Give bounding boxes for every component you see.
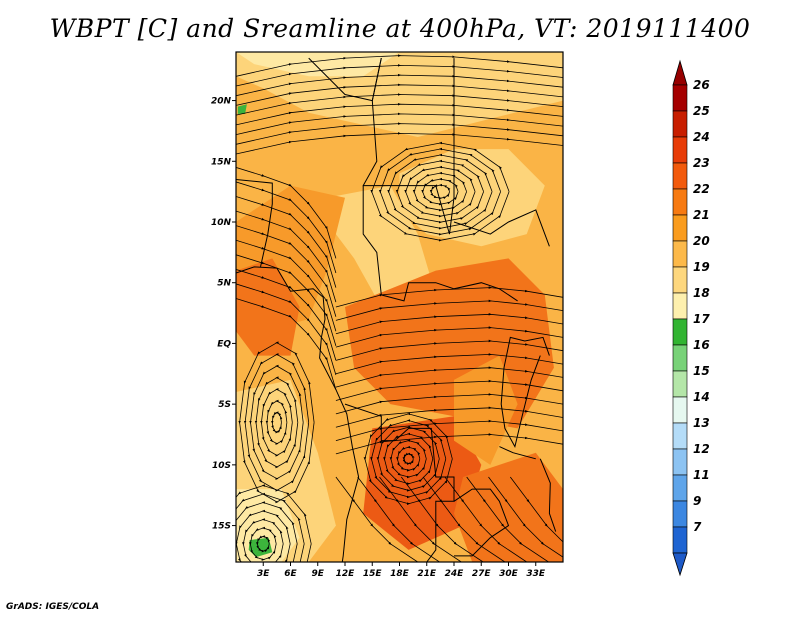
border-tanzania-zambia <box>499 446 536 460</box>
colorbar-swatch <box>672 240 688 268</box>
lat-tick-label: EQ <box>217 339 231 349</box>
colorbar-swatch <box>672 344 688 372</box>
streamline-southeast <box>335 476 418 562</box>
streamline-eddy-angola <box>363 412 453 505</box>
lat-tick-label: 15N <box>211 157 232 167</box>
colorbar-label: 22 <box>693 182 710 196</box>
lat-tick-label: 10S <box>212 461 231 471</box>
colorbar-swatch <box>672 84 688 112</box>
colorbar-swatch <box>672 370 688 398</box>
colorbar-swatch <box>672 500 688 528</box>
lat-tick-label: 20N <box>211 97 232 107</box>
chart-title: WBPT [C] and Sreamline at 400hPa, VT: 20… <box>49 14 751 43</box>
streamline-congo-eastward <box>335 393 563 415</box>
streamline-north <box>236 132 563 155</box>
streamline-congo-eastward <box>335 379 563 401</box>
colorbar-swatch <box>672 292 688 320</box>
colorbar-label: 9 <box>693 494 701 508</box>
colorbar: 26 25 24 23 22 21 20 19 18 17 16 15 14 13 12 11 9 7 <box>672 59 710 577</box>
streamline-southeast <box>357 476 440 562</box>
streamline-north <box>236 122 563 145</box>
colorbar-label: 20 <box>693 234 710 248</box>
lon-tick-label: 30E <box>499 569 519 579</box>
colorbar-top-arrow <box>672 59 688 86</box>
colorbar-swatch <box>672 188 688 216</box>
lon-tick-label: 27E <box>472 569 492 579</box>
colorbar-label: 11 <box>693 468 710 482</box>
lon-tick-label: 24E <box>445 569 465 579</box>
colorbar-swatch <box>672 448 688 476</box>
map-area <box>236 52 563 562</box>
lon-tick-label: 33E <box>526 569 546 579</box>
colorbar-label: 24 <box>693 130 710 144</box>
colorbar-label: 25 <box>693 104 710 118</box>
colorbar-label: 12 <box>693 442 710 456</box>
colorbar-label: 18 <box>693 286 710 300</box>
streamline-southeast <box>509 476 563 545</box>
streamline-southeast <box>422 476 506 562</box>
longitude-axis: 3E 6E 9E 12E 15E 18E 21E 24E 27E 30E 33E <box>257 562 546 579</box>
colorbar-label: 21 <box>693 208 710 222</box>
colorbar-label: 15 <box>693 364 710 378</box>
streamline-congo-eastward <box>335 312 563 335</box>
lon-tick-label: 21E <box>417 569 437 579</box>
lon-tick-label: 12E <box>336 569 356 579</box>
colorbar-swatch <box>672 110 688 138</box>
streamline-southeast <box>466 476 549 562</box>
colorbar-label: 19 <box>693 260 710 274</box>
field-region-green-north <box>237 104 247 114</box>
colorbar-swatch <box>672 162 688 190</box>
colorbar-label: 26 <box>693 78 710 92</box>
colorbar-label: 16 <box>693 338 710 352</box>
streamline-southeast <box>400 476 484 562</box>
colorbar-swatch <box>672 474 688 502</box>
lat-tick-label: 5N <box>217 279 231 289</box>
streamline-southeast <box>488 476 563 558</box>
colorbar-label: 23 <box>693 156 710 170</box>
streamline-congo-eastward <box>335 353 563 375</box>
colorbar-swatch <box>672 214 688 242</box>
streamline-congo-eastward <box>335 286 563 308</box>
lon-tick-label: 9E <box>312 569 325 579</box>
colorbar-swatch <box>672 396 688 424</box>
colorbar-bottom-arrow <box>672 552 688 577</box>
streamline-southeast <box>379 476 462 562</box>
colorbar-label: 7 <box>693 520 702 534</box>
streamline-congo-eastward <box>335 339 563 361</box>
border-car-drc <box>362 185 518 302</box>
colorbar-swatch <box>672 422 688 450</box>
colorbar-swatch <box>672 526 688 554</box>
lake-coastline <box>500 336 550 448</box>
streamline-southeast <box>444 476 527 562</box>
lat-tick-label: 15S <box>212 522 231 532</box>
lon-tick-label: 6E <box>284 569 297 579</box>
lat-tick-label: 10N <box>211 218 232 228</box>
streamline-congo-eastward <box>335 326 563 348</box>
lon-tick-label: 3E <box>257 569 270 579</box>
lon-tick-label: 18E <box>390 569 410 579</box>
colorbar-swatch <box>672 318 688 346</box>
lon-tick-label: 15E <box>363 569 383 579</box>
streamline-congo-eastward <box>335 299 563 321</box>
streamline-north <box>236 54 563 77</box>
streamline-cyclone-south <box>236 484 312 562</box>
streamline-congo-eastward <box>335 366 563 388</box>
streamline-west-curving <box>236 298 337 390</box>
colorbar-label: 17 <box>693 312 710 326</box>
lat-tick-label: 5S <box>218 400 231 410</box>
colorbar-swatch <box>672 136 688 164</box>
colorbar-label: 14 <box>693 390 710 404</box>
colorbar-swatch <box>672 266 688 294</box>
streamline-anticyclone-north <box>370 141 510 242</box>
latitude-axis: 20N 15N 10N 5N EQ 5S 10S 15S <box>211 97 236 532</box>
colorbar-label: 13 <box>693 416 710 430</box>
grads-credit: GrADS: IGES/COLA <box>6 602 100 612</box>
